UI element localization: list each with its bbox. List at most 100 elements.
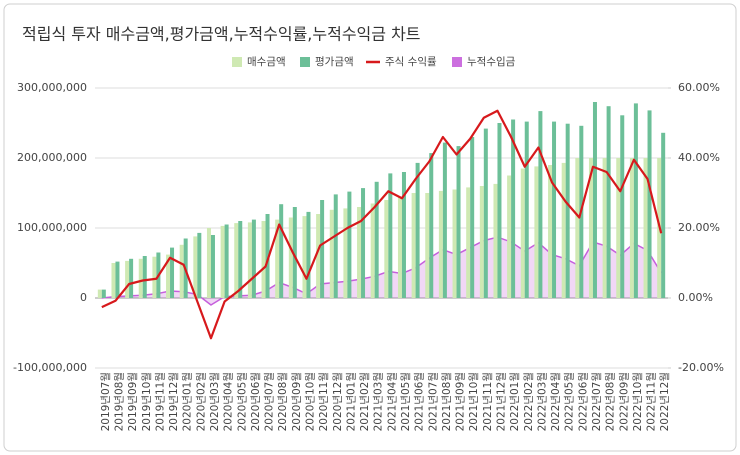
bar	[357, 207, 362, 298]
x-tick-label: 2021년12월	[495, 372, 507, 431]
bar	[275, 219, 280, 298]
bar	[247, 222, 252, 298]
bar	[361, 188, 366, 298]
bar	[606, 106, 611, 298]
bar	[166, 254, 171, 298]
x-tick-label: 2020년08월	[277, 372, 289, 431]
legend-label: 주식 수익률	[385, 56, 437, 68]
bar	[466, 187, 471, 298]
y2-tick-label: 0.00%	[678, 291, 713, 304]
bar	[261, 221, 266, 298]
x-tick-label: 2022년11월	[646, 372, 658, 431]
x-tick-label: 2022년09월	[618, 372, 630, 431]
bar	[170, 247, 175, 298]
bar	[251, 219, 256, 298]
bar	[561, 162, 566, 298]
return-line	[101, 109, 663, 340]
bar	[101, 289, 106, 298]
bar	[374, 181, 379, 298]
y2-tick-label: 40.00%	[678, 151, 720, 164]
bar	[647, 110, 652, 299]
x-tick-label: 2021년01월	[345, 372, 357, 431]
y2-tick-label: -20.00%	[678, 361, 724, 374]
bar	[384, 200, 389, 298]
x-tick-label: 2022년08월	[605, 372, 617, 431]
y-tick-label: 100,000,000	[17, 221, 87, 234]
bar	[210, 235, 215, 298]
bar	[575, 158, 580, 298]
x-tick-label: 2019년10월	[141, 372, 153, 431]
bar	[602, 158, 607, 298]
bar	[520, 168, 525, 298]
bar	[534, 166, 539, 298]
bar	[524, 121, 529, 298]
chart-title: 적립식 투자 매수금액,평가금액,누적수익률,누적수익금 차트	[22, 25, 421, 44]
x-tick-label: 2020년12월	[332, 372, 344, 431]
bar	[179, 244, 184, 298]
x-tick-label: 2021년08월	[441, 372, 453, 431]
bar	[548, 165, 553, 298]
x-tick-label: 2021년06월	[414, 372, 426, 431]
bar	[511, 119, 516, 298]
legend-label: 매수금액	[247, 56, 286, 68]
bar	[333, 194, 338, 298]
bar	[320, 200, 325, 298]
x-tick-label: 2020년01월	[182, 372, 194, 431]
bar	[397, 196, 402, 298]
bar	[329, 209, 334, 298]
x-tick-label: 2021년05월	[400, 372, 412, 431]
bar	[552, 121, 557, 298]
bar	[429, 153, 434, 298]
x-tick-label: 2021년11월	[482, 372, 494, 431]
bar	[538, 111, 543, 298]
bar	[234, 223, 239, 298]
bar	[111, 263, 116, 298]
bar	[629, 158, 634, 298]
x-tick-label: 2019년11월	[154, 372, 166, 431]
x-tick-label: 2019년08월	[113, 372, 125, 431]
legend: 매수금액 평가금액 주식 수익률 누적수입금	[232, 55, 516, 68]
bar	[483, 128, 488, 298]
bar	[633, 103, 638, 299]
x-tick-label: 2022년10월	[632, 372, 644, 431]
x-tick-label: 2020년07월	[264, 372, 276, 431]
bar	[565, 123, 570, 298]
bar	[288, 217, 293, 298]
x-tick-label: 2019년07월	[100, 372, 112, 431]
bar	[197, 232, 202, 298]
x-tick-label: 2021년10월	[468, 372, 480, 431]
x-tick-label: 2021년04월	[386, 372, 398, 431]
x-tick-label: 2020년02월	[195, 372, 207, 431]
x-tick-label: 2022년03월	[536, 372, 548, 431]
bar	[343, 208, 348, 298]
bar	[456, 146, 461, 298]
bar	[142, 256, 147, 298]
y2-tick-label: 60.00%	[678, 81, 720, 94]
bar	[206, 228, 211, 298]
x-tick-label: 2021년02월	[359, 372, 371, 431]
bar	[479, 186, 484, 298]
bar	[411, 193, 416, 298]
x-tick-label: 2020년06월	[250, 372, 262, 431]
bar	[316, 214, 321, 298]
bar	[292, 207, 297, 298]
bar	[238, 221, 243, 298]
bar	[115, 261, 120, 298]
x-tick-label: 2021년07월	[427, 372, 439, 431]
bar	[588, 158, 593, 298]
bar	[138, 258, 143, 298]
x-tick-label: 2022년12월	[659, 372, 671, 431]
bar	[620, 115, 625, 298]
x-tick-label: 2022년02월	[523, 372, 535, 431]
y-tick-label: 300,000,000	[17, 81, 87, 94]
bar	[452, 189, 457, 298]
x-tick-label: 2022년04월	[550, 372, 562, 431]
x-tick-label: 2020년03월	[209, 372, 221, 431]
legend-label: 누적수입금	[467, 55, 516, 68]
bar	[470, 137, 475, 298]
bar	[493, 183, 498, 298]
bar	[388, 173, 393, 298]
bar	[220, 225, 225, 298]
bar	[370, 203, 375, 298]
bar	[125, 260, 130, 298]
